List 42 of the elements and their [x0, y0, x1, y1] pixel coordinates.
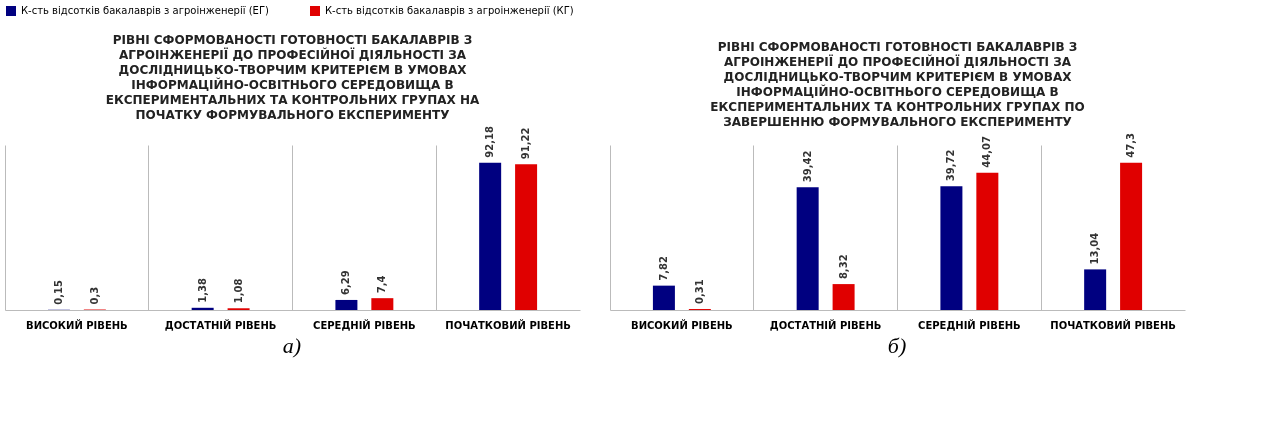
data-label: 1,38: [196, 278, 208, 303]
bar: [1084, 269, 1107, 310]
data-label: 8,32: [837, 254, 849, 280]
bar: [832, 284, 855, 310]
data-label: 91,22: [520, 127, 532, 160]
bar: [652, 285, 675, 310]
x-tick-label: ДОСТАТНІЙ РІВЕНЬ: [164, 318, 277, 331]
x-tick-label: ДОСТАТНІЙ РІВЕНЬ: [769, 318, 882, 331]
x-tick-label: ПОЧАТКОВИЙ РІВЕНЬ: [1050, 318, 1176, 331]
data-label: 0,31: [693, 279, 705, 305]
data-label: 39,42: [801, 150, 813, 183]
text: б): [887, 333, 907, 358]
data-label: 0,3: [88, 286, 100, 305]
bar: [515, 164, 538, 310]
data-label: 47,3: [1125, 132, 1137, 158]
data-label: 92,18: [484, 126, 496, 158]
bar: [191, 307, 214, 310]
text: а): [282, 333, 302, 358]
data-label: 1,08: [232, 278, 244, 304]
data-label: 13,04: [1089, 232, 1101, 265]
data-label: 0,15: [52, 280, 64, 305]
legend-label: К-сть відсотків бакалаврів з агроінженерії (КГ): [325, 5, 574, 16]
bar: [796, 187, 819, 310]
data-label: 6,29: [340, 270, 352, 295]
x-tick-label: ПОЧАТКОВИЙ РІВЕНЬ: [445, 318, 571, 331]
bar: [976, 172, 999, 310]
x-tick-label: ВИСОКИЙ РІВЕНЬ: [631, 318, 733, 331]
chart-title: РІВНІ СФОРМОВАНОСТІ ГОТОВНОСТІ БАКАЛАВРІВ З АГРОІНЖЕНЕРІЇ ДО ПРОФЕСІЙНОЇ ДІЯЛЬНОСТІ ЗА ДОСЛІДНИЦЬКО-ТВОРЧИМ КРИТЕРІЄМ В УМОВАХ ІНФОРМАЦІЙНО-ОСВІТНЬОГО СЕРЕДОВИЩА В ЕКСПЕРИМЕНТАЛЬНИХ ТА КОНТРОЛЬНИХ ГРУПАХ НА ПОЧАТКУ ФОРМУВАЛЬНОГО ЕКСПЕРИМЕНТУ: [105, 33, 480, 123]
chart-title: РІВНІ СФОРМОВАНОСТІ ГОТОВНОСТІ БАКАЛАВРІВ З АГРОІНЖЕНЕРІЇ ДО ПРОФЕСІЙНОЇ ДІЯЛЬНОСТІ ЗА ДОСЛІДНИЦЬКО-ТВОРЧИМ КРИТЕРІЄМ В УМОВАХ ІНФОРМАЦІЙНО-ОСВІТНЬОГО СЕРЕДОВИЩА В ЕКСПЕРИМЕНТАЛЬНИХ ТА КОНТРОЛЬНИХ ГРУПАХ ПО ЗАВЕРШЕННЮ ФОРМУВАЛЬНОГО ЕКСПЕРИМЕНТУ: [710, 40, 1085, 130]
x-tick-label: ВИСОКИЙ РІВЕНЬ: [26, 318, 128, 331]
data-label: 7,4: [376, 275, 388, 294]
bar: [1120, 162, 1143, 310]
data-label: 39,72: [945, 149, 957, 182]
data-label: 7,82: [657, 255, 669, 281]
x-tick-label: СЕРЕДНІЙ РІВЕНЬ: [918, 318, 1021, 331]
bar: [335, 299, 358, 310]
data-label: 44,07: [981, 136, 993, 168]
bar: [371, 298, 394, 310]
x-tick-label: СЕРЕДНІЙ РІВЕНЬ: [313, 318, 416, 331]
legend-label: К-сть відсотків бакалаврів з агроінженерії (ЕГ): [21, 5, 270, 16]
bar: [940, 186, 963, 310]
bar: [479, 162, 502, 310]
